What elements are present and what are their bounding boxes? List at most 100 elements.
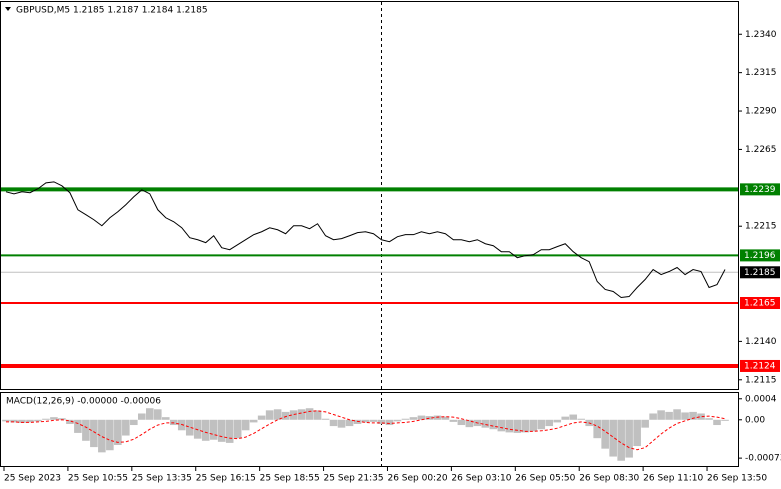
level-label: 1.2165 bbox=[744, 299, 776, 309]
macd-bar bbox=[649, 413, 657, 420]
macd-bar bbox=[673, 409, 681, 420]
macd-bar bbox=[265, 410, 274, 420]
macd-bar bbox=[90, 419, 98, 448]
macd-bar bbox=[337, 419, 346, 428]
macd-bar bbox=[569, 414, 578, 420]
macd-bar bbox=[153, 409, 162, 420]
macd-bar bbox=[545, 419, 554, 427]
macd-bar bbox=[185, 419, 194, 436]
macd-bar bbox=[225, 419, 234, 443]
macd-bar bbox=[377, 419, 386, 424]
macd-bar bbox=[497, 419, 506, 432]
x-tick-label: 26 Sep 13:50 bbox=[707, 474, 767, 484]
x-tick-label: 26 Sep 08:30 bbox=[579, 474, 639, 484]
x-tick-label: 25 Sep 13:35 bbox=[132, 474, 192, 484]
macd-bar bbox=[345, 419, 354, 427]
level-label: 1.2239 bbox=[744, 185, 776, 195]
y-tick-label: 1.2215 bbox=[745, 222, 777, 232]
last-price-label: 1.2185 bbox=[744, 268, 776, 278]
macd-bar bbox=[721, 419, 729, 421]
macd-bar bbox=[26, 419, 34, 423]
macd-bar bbox=[489, 419, 498, 430]
macd-bar bbox=[641, 419, 649, 428]
macd-bar bbox=[561, 416, 570, 420]
macd-bar bbox=[146, 408, 154, 420]
macd-bar bbox=[361, 419, 370, 423]
macd-bar bbox=[657, 410, 665, 420]
x-tick-label: 26 Sep 00:20 bbox=[387, 474, 447, 484]
y-tick-label: 1.2265 bbox=[745, 145, 777, 155]
macd-bar bbox=[433, 415, 442, 420]
macd-bar bbox=[633, 419, 641, 447]
y-tick-label: 1.2115 bbox=[745, 375, 777, 385]
macd-bar bbox=[601, 419, 609, 449]
macd-bar bbox=[393, 419, 402, 422]
macd-bar bbox=[18, 419, 26, 423]
macd-bar bbox=[609, 419, 617, 457]
macd-bar bbox=[353, 419, 362, 424]
macd-bar bbox=[82, 419, 90, 441]
macd-bar bbox=[441, 416, 450, 420]
macd-bar bbox=[553, 419, 562, 423]
macd-bar bbox=[425, 416, 434, 420]
macd-bar bbox=[241, 419, 250, 431]
macd-bar bbox=[417, 415, 426, 420]
macd-bar bbox=[401, 418, 410, 420]
macd-bar bbox=[233, 419, 242, 439]
macd-bar bbox=[10, 419, 18, 423]
macd-bar bbox=[681, 412, 689, 420]
level-label: 1.2196 bbox=[744, 251, 776, 261]
level-label-box bbox=[740, 297, 780, 309]
macd-bar bbox=[114, 419, 122, 445]
level-label-box bbox=[740, 183, 780, 196]
macd-bar bbox=[321, 418, 330, 420]
macd-bar bbox=[138, 413, 146, 420]
price-panel bbox=[0, 1, 739, 390]
y-tick-label: -0.00073 bbox=[745, 454, 781, 464]
macd-bar bbox=[106, 419, 114, 451]
macd-bar bbox=[34, 419, 42, 422]
level-label-box bbox=[740, 249, 780, 262]
x-tick-label: 26 Sep 05:50 bbox=[515, 474, 575, 484]
macd-bar bbox=[689, 411, 697, 420]
macd-bar bbox=[209, 419, 218, 440]
macd-bar bbox=[50, 417, 58, 420]
macd-bar bbox=[625, 419, 633, 458]
macd-bar bbox=[713, 419, 721, 426]
macd-bar bbox=[577, 418, 586, 420]
x-tick-label: 26 Sep 11:10 bbox=[643, 474, 703, 484]
macd-title: MACD(12,26,9) -0.00000 -0.00006 bbox=[6, 397, 161, 407]
macd-bar bbox=[313, 410, 322, 420]
macd-bar bbox=[257, 415, 266, 420]
macd-bar bbox=[409, 417, 418, 420]
x-tick-label: 25 Sep 2023 bbox=[4, 474, 61, 484]
macd-bar bbox=[305, 408, 314, 420]
macd-bar bbox=[217, 419, 226, 442]
x-tick-label: 25 Sep 21:35 bbox=[324, 474, 384, 484]
level-label: 1.2124 bbox=[744, 361, 776, 371]
macd-bar bbox=[385, 419, 394, 426]
macd-bar bbox=[297, 409, 306, 420]
macd-bar bbox=[169, 419, 178, 426]
menu-triangle bbox=[5, 7, 11, 11]
macd-bar bbox=[449, 419, 458, 422]
y-tick-label: 1.2340 bbox=[745, 30, 777, 40]
macd-bar bbox=[705, 418, 713, 420]
level-label-box bbox=[740, 359, 780, 372]
x-tick-label: 26 Sep 03:10 bbox=[451, 474, 511, 484]
chart-title: GBPUSD,M5 1.2185 1.2187 1.2184 1.2185 bbox=[16, 6, 208, 16]
macd-bar bbox=[281, 411, 290, 420]
x-tick-label: 25 Sep 16:15 bbox=[196, 474, 256, 484]
macd-bar bbox=[665, 411, 673, 420]
macd-bar bbox=[457, 419, 466, 426]
macd-bar bbox=[58, 418, 66, 420]
macd-bar bbox=[593, 419, 601, 439]
macd-bar bbox=[617, 419, 625, 461]
x-tick-label: 25 Sep 18:55 bbox=[260, 474, 320, 484]
macd-bar bbox=[369, 419, 378, 422]
y-tick-label: 1.2315 bbox=[745, 68, 777, 78]
macd-bar bbox=[289, 410, 298, 420]
macd-bar bbox=[505, 419, 514, 433]
